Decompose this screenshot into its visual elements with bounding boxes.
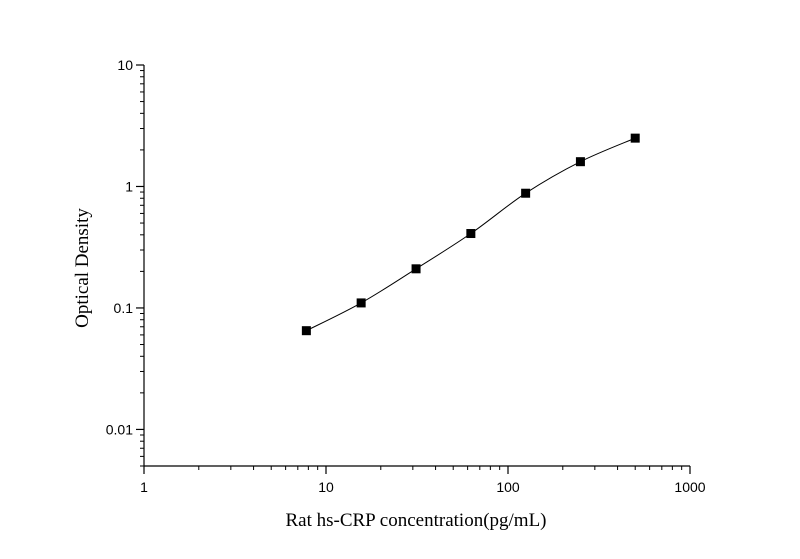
data-point [575, 157, 585, 167]
data-point [630, 133, 640, 143]
data-points [301, 133, 640, 336]
data-point [301, 326, 311, 336]
x-tick-label: 10 [318, 479, 334, 495]
data-point [411, 264, 421, 274]
y-axis-title: Optical Density [72, 208, 93, 328]
data-point [521, 188, 531, 198]
y-tick-label: 1 [125, 178, 133, 194]
data-point [356, 298, 366, 308]
x-tick-label: 100 [496, 479, 520, 495]
x-tick-label: 1 [140, 479, 148, 495]
y-tick-label: 0.1 [114, 300, 134, 316]
x-axis-title: Rat hs-CRP concentration(pg/mL) [285, 510, 546, 531]
y-tick-label: 10 [117, 57, 133, 73]
data-point [466, 229, 476, 239]
y-tick-label: 0.01 [106, 421, 133, 437]
axes: 1 10 100 1000 0.01 0.1 1 10 [106, 57, 706, 495]
x-tick-label: 1000 [674, 479, 705, 495]
